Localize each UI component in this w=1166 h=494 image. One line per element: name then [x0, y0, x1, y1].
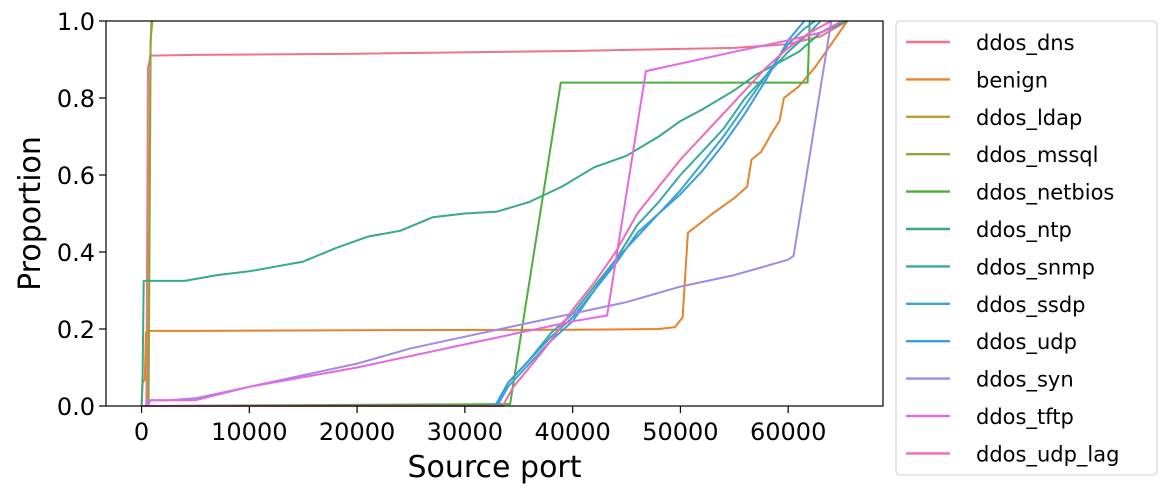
plot-lines: [140, 20, 849, 407]
legend-label: ddos_mssql: [976, 143, 1098, 168]
x-tick-label: 40000: [534, 418, 610, 446]
legend-label: benign: [976, 68, 1048, 92]
plot-frame: [105, 20, 884, 407]
series-line-ddos_ssdp: [141, 20, 816, 407]
series-line-ddos_udp_lag: [141, 20, 832, 407]
legend-label: ddos_syn: [976, 368, 1074, 393]
series-line-ddos_tftp: [141, 20, 843, 407]
y-tick-label: 0.0: [57, 393, 95, 421]
x-tick-label: 10000: [211, 418, 287, 446]
legend-label: ddos_dns: [976, 31, 1075, 56]
x-tick-label: 50000: [642, 418, 718, 446]
y-tick-label: 0.2: [57, 316, 95, 344]
y-axis-title: Proportion: [13, 136, 48, 291]
series-line-benign: [140, 20, 849, 407]
x-tick-label: 30000: [427, 418, 503, 446]
legend-label: ddos_ldap: [976, 106, 1082, 131]
series-line-ddos_syn: [141, 20, 833, 407]
legend-label: ddos_netbios: [976, 181, 1114, 206]
y-tick-label: 0.4: [57, 239, 95, 267]
legend-label: ddos_tftp: [976, 405, 1074, 430]
y-tick-label: 0.6: [57, 162, 95, 190]
legend-label: ddos_ntp: [976, 218, 1072, 243]
y-tick-label: 0.8: [57, 85, 95, 113]
series-line-ddos_dns: [141, 20, 848, 407]
legend-label: ddos_udp_lag: [976, 442, 1119, 467]
x-axis: 0 10000 20000 30000 40000 50000 60000: [134, 406, 826, 446]
y-axis: 0.0 0.2 0.4 0.6 0.8 1.0: [57, 8, 106, 421]
legend-label: ddos_snmp: [976, 255, 1095, 280]
x-axis-title: Source port: [407, 450, 581, 485]
x-tick-label: 20000: [319, 418, 395, 446]
y-tick-label: 1.0: [57, 8, 95, 36]
series-line-ddos_udp: [141, 20, 806, 407]
series-line-ddos_ntp: [140, 20, 848, 407]
legend-label: ddos_udp: [976, 330, 1077, 355]
legend-label: ddos_ssdp: [976, 293, 1086, 318]
legend-frame: [895, 20, 1158, 476]
series-line-ddos_netbios: [141, 20, 811, 407]
x-tick-label: 0: [134, 418, 149, 446]
x-tick-label: 60000: [750, 418, 826, 446]
